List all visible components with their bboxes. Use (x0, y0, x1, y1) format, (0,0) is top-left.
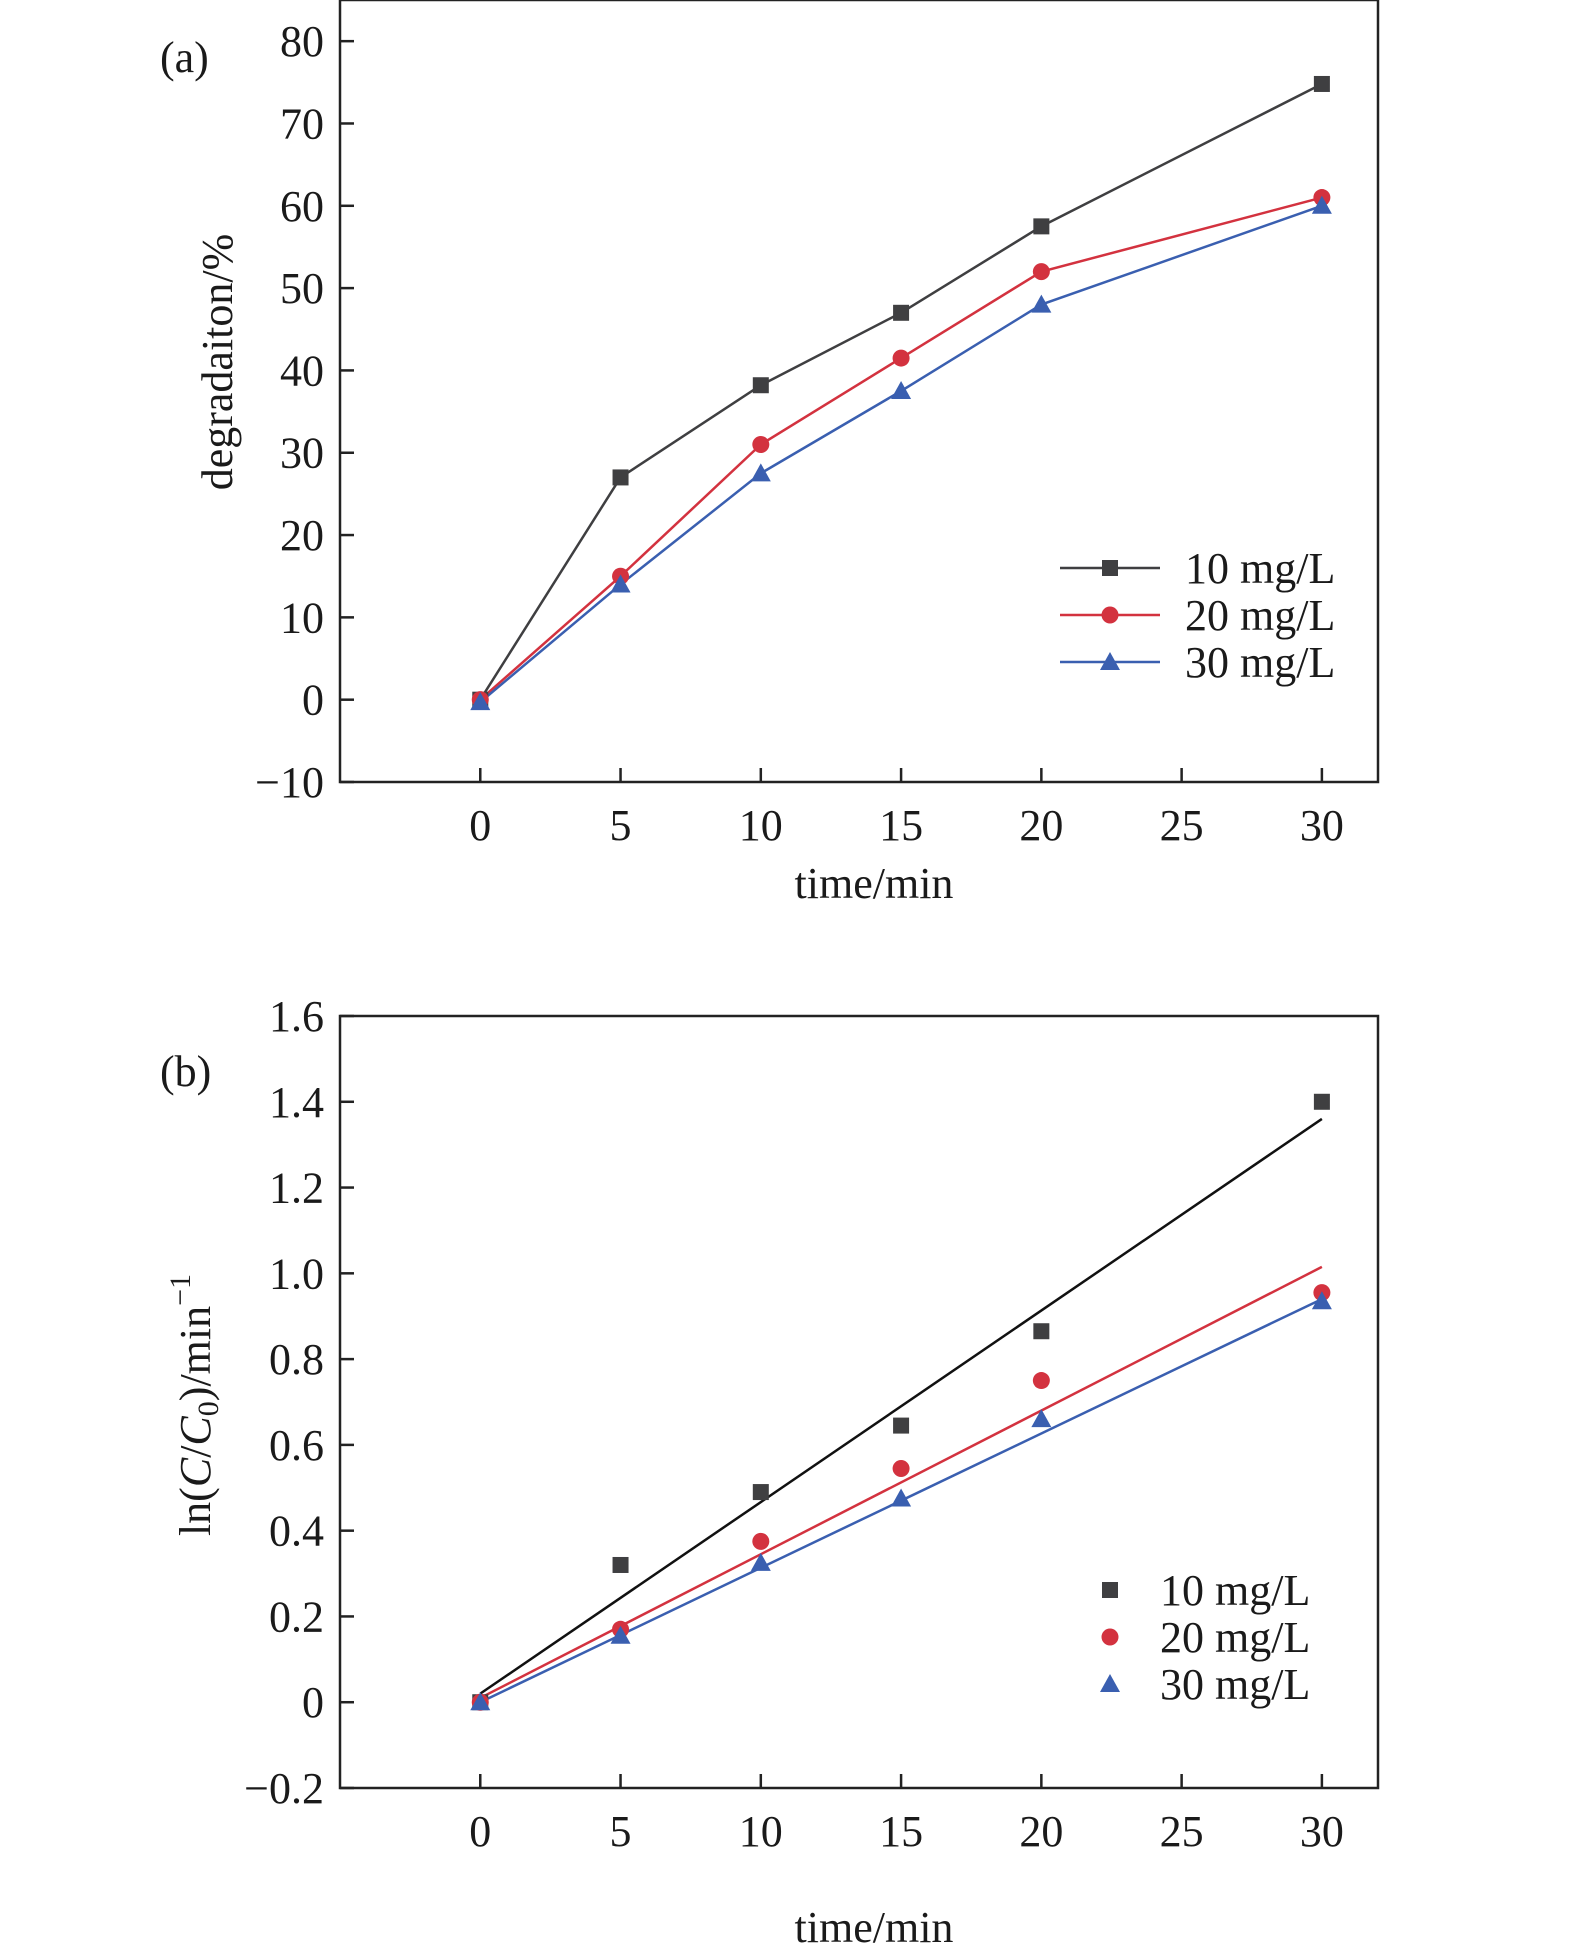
data-point-series-1 (893, 304, 910, 321)
x-tick-label: 0 (469, 801, 491, 850)
data-point-series-1 (612, 469, 629, 486)
data-point-series-3 (891, 1488, 912, 1507)
panel-a-frame (338, 0, 1380, 784)
x-tick-label: 5 (610, 1807, 632, 1856)
data-point-series-3 (750, 463, 771, 482)
legend-marker (1100, 652, 1120, 670)
data-point-series-3 (1031, 1409, 1052, 1428)
legend-label: 30 mg/L (1185, 638, 1335, 687)
y-tick-label: 40 (280, 346, 324, 395)
data-point-series-3 (891, 381, 912, 399)
y-tick-label: −0.2 (244, 1764, 324, 1813)
x-tick-label: 30 (1300, 801, 1344, 850)
x-tick-label: 15 (879, 801, 923, 850)
y-tick-label: 50 (280, 264, 324, 313)
y-tick-label: 1.0 (269, 1249, 324, 1298)
y-tick-label: 10 (280, 593, 324, 642)
panel-b-y-ticks: −0.2 0 0.2 0.4 0.6 0.8 1.0 1.2 1.4 1.6 (244, 992, 354, 1813)
x-tick-label: 25 (1160, 801, 1204, 850)
y-tick-label: 0 (302, 1678, 324, 1727)
panel-b-x-ticks: 0 5 10 15 20 25 30 (469, 1774, 1344, 1856)
y-tick-label: 1.6 (269, 992, 324, 1041)
y-tick-label: 70 (280, 99, 324, 148)
legend-marker (1101, 606, 1119, 624)
panel-b-y-axis-label: ln(C/C0)/min−1 (164, 1274, 225, 1536)
panel-b-legend: 10 mg/L20 mg/L30 mg/L (1100, 1566, 1310, 1709)
y-tick-label: 0.4 (269, 1507, 324, 1556)
panel-a-y-ticks: −10 0 10 20 30 40 50 60 70 80 (255, 17, 354, 807)
legend-label: 20 mg/L (1185, 591, 1335, 640)
panel-a: (a) −10 0 10 20 30 40 50 60 70 80 0 5 10 15 20 25 30 ti… (160, 0, 1380, 908)
x-tick-label: 10 (739, 1807, 783, 1856)
y-tick-label: −10 (255, 758, 324, 807)
data-point-series-2 (1032, 1372, 1050, 1390)
data-point-series-1 (1033, 218, 1050, 235)
x-tick-label: 5 (610, 801, 632, 850)
data-point-series-3 (1311, 1291, 1332, 1310)
panel-a-x-axis-label: time/min (795, 859, 954, 908)
legend-marker (1102, 560, 1118, 576)
series-line-2 (479, 196, 1323, 701)
panel-b-x-axis-label: time/min (795, 1903, 954, 1952)
panel-a-x-ticks: 0 5 10 15 20 25 30 (469, 768, 1344, 850)
data-point-series-2 (752, 436, 770, 454)
x-tick-label: 25 (1160, 1807, 1204, 1856)
data-point-series-1 (1033, 1323, 1050, 1340)
data-point-series-1 (893, 1417, 910, 1434)
data-point-series-2 (892, 349, 910, 367)
y-tick-label: 0 (302, 676, 324, 725)
data-point-series-3 (610, 574, 631, 593)
legend-label: 10 mg/L (1160, 1566, 1310, 1615)
y-tick-label: 80 (280, 17, 324, 66)
data-point-series-1 (1313, 1093, 1330, 1110)
data-point-series-3 (1031, 294, 1052, 313)
x-tick-label: 0 (469, 1807, 491, 1856)
series-line-1 (479, 82, 1323, 701)
data-point-series-2 (752, 1532, 770, 1550)
panel-b: (b) −0.2 0 0.2 0.4 0.6 0.8 1.0 1.2 1.4 1.6 0 5 10 15… (160, 992, 1380, 1952)
panel-b-plot-area (470, 1093, 1332, 1711)
panel-a-plot-area (470, 75, 1332, 711)
data-point-series-2 (1032, 263, 1050, 281)
y-tick-label: 0.6 (269, 1421, 324, 1470)
x-tick-label: 30 (1300, 1807, 1344, 1856)
series-line-3 (479, 204, 1323, 704)
panel-b-frame (338, 1014, 1380, 1790)
y-tick-label: 1.2 (269, 1164, 324, 1213)
data-point-series-3 (610, 1625, 631, 1644)
data-point-series-3 (470, 1692, 491, 1711)
legend-marker (1102, 1582, 1118, 1598)
data-point-series-3 (470, 692, 491, 711)
panel-b-label: (b) (160, 1047, 211, 1096)
y-tick-label: 30 (280, 429, 324, 478)
x-tick-label: 20 (1019, 801, 1063, 850)
fit-line-1 (479, 1117, 1323, 1695)
panel-a-y-axis-label: degradaiton/% (193, 234, 242, 491)
legend-label: 30 mg/L (1160, 1660, 1310, 1709)
data-point-series-1 (752, 377, 769, 394)
legend-label: 20 mg/L (1160, 1613, 1310, 1662)
panel-a-legend: 10 mg/L20 mg/L30 mg/L (1060, 544, 1335, 687)
x-tick-label: 10 (739, 801, 783, 850)
data-point-series-1 (1313, 75, 1330, 92)
data-point-series-1 (612, 1556, 629, 1573)
data-point-series-3 (750, 1552, 771, 1571)
y-tick-label: 0.2 (269, 1592, 324, 1641)
legend-label: 10 mg/L (1185, 544, 1335, 593)
panel-a-label: (a) (160, 33, 209, 82)
y-tick-label: 1.4 (269, 1078, 324, 1127)
y-tick-label: 20 (280, 511, 324, 560)
y-tick-label: 0.8 (269, 1335, 324, 1384)
y-tick-label: 60 (280, 182, 324, 231)
x-tick-label: 20 (1019, 1807, 1063, 1856)
legend-marker (1101, 1628, 1119, 1646)
data-point-series-2 (892, 1459, 910, 1477)
x-tick-label: 15 (879, 1807, 923, 1856)
legend-marker (1100, 1674, 1120, 1692)
data-point-series-1 (752, 1484, 769, 1501)
data-point-series-3 (1311, 195, 1332, 214)
